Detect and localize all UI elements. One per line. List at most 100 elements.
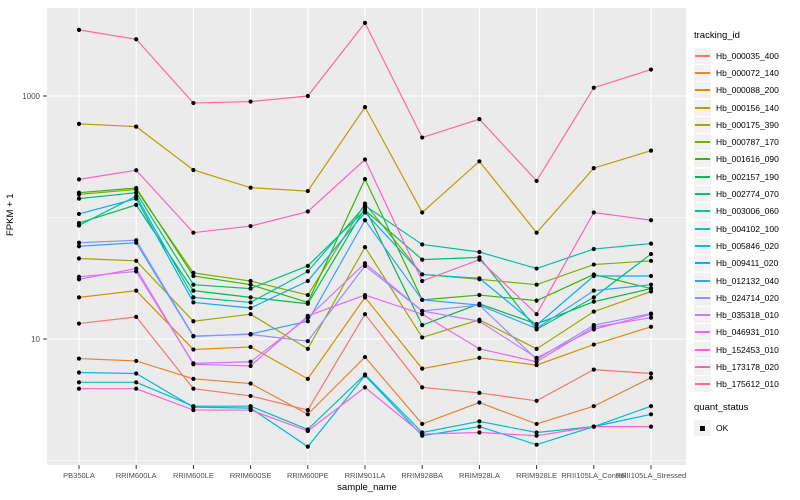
legend-item-label: Hb_002157_190	[716, 171, 779, 182]
data-point	[134, 314, 139, 320]
data-point	[248, 359, 253, 364]
legend-item: Hb_024714_020	[694, 289, 798, 306]
data-point	[362, 312, 368, 317]
data-point	[648, 289, 654, 294]
legend-key	[694, 307, 711, 324]
data-point	[477, 346, 482, 351]
data-point	[648, 286, 654, 291]
data-point	[305, 428, 310, 434]
data-point	[648, 258, 654, 263]
data-point	[648, 371, 654, 376]
y-axis-title: FPKM + 1	[5, 193, 16, 237]
data-point	[191, 270, 196, 275]
data-point	[591, 288, 596, 293]
legend-line-icon	[695, 314, 710, 317]
data-point	[305, 407, 310, 413]
data-point	[191, 407, 196, 413]
data-point	[477, 292, 482, 298]
legend-line-icon	[695, 365, 710, 368]
data-point	[648, 251, 654, 257]
data-point	[76, 177, 82, 182]
data-point	[76, 223, 82, 228]
data-point	[534, 421, 539, 427]
data-point	[648, 273, 654, 279]
data-point	[648, 218, 654, 223]
data-point	[248, 363, 253, 369]
data-point	[134, 380, 139, 385]
legend-item: Hb_003006_060	[694, 203, 798, 220]
legend-item: Hb_046931_010	[694, 324, 798, 341]
data-point	[305, 209, 310, 214]
data-point	[134, 258, 139, 263]
data-point	[76, 211, 82, 217]
data-point	[362, 105, 368, 110]
legend-items: Hb_000035_400 Hb_000072_140 Hb_000088_200 H…	[694, 47, 798, 393]
legend-item-label: Hb_000156_140	[716, 102, 779, 113]
legend-item: Hb_173178_020	[694, 358, 798, 375]
legend-key	[694, 289, 711, 306]
data-point	[191, 386, 196, 391]
data-point	[362, 245, 368, 250]
legend-item: Hb_009411_020	[694, 255, 798, 272]
legend-title-quant-status: quant_status	[694, 401, 749, 413]
data-point	[591, 295, 596, 300]
data-point	[134, 190, 139, 195]
data-point	[191, 362, 196, 367]
legend-key	[694, 134, 711, 151]
legend-item: Hb_000175_390	[694, 116, 798, 133]
data-point	[591, 424, 596, 429]
data-point	[76, 321, 82, 326]
data-point	[420, 272, 425, 277]
data-point	[191, 333, 196, 339]
data-point	[420, 312, 425, 317]
legend-item: Hb_000072_140	[694, 64, 798, 81]
legend-key	[694, 64, 711, 81]
data-point	[420, 323, 425, 328]
y-tick-label: 1000	[22, 92, 40, 101]
data-point	[648, 148, 654, 153]
legend-line-icon	[695, 210, 710, 213]
data-point	[534, 230, 539, 235]
legend-line-icon	[695, 141, 710, 144]
legend-item-label: Hb_002774_070	[716, 189, 779, 200]
legend-item: Hb_035318_010	[694, 306, 798, 324]
data-point	[534, 266, 539, 271]
data-point	[362, 157, 368, 162]
legend-item-label: Hb_024714_020	[716, 292, 779, 303]
x-tick-label: RRIM928LE	[516, 471, 557, 480]
data-point	[134, 168, 139, 173]
data-point	[248, 344, 253, 350]
plot-panel	[47, 8, 686, 465]
legend-line-icon	[695, 383, 710, 386]
legend-line-icon	[695, 331, 710, 334]
legend-line-icon	[695, 89, 710, 92]
data-point	[534, 326, 539, 331]
legend-key	[694, 341, 711, 358]
data-point	[248, 282, 253, 287]
data-point	[477, 303, 482, 308]
legend-item-label: Hb_152453_010	[716, 344, 779, 355]
legend-line-icon	[695, 296, 710, 299]
data-point	[191, 288, 196, 293]
x-tick-label: RRIM600SE	[230, 471, 272, 480]
data-point	[420, 421, 425, 427]
x-tick-label: RRIM600LE	[173, 471, 214, 480]
data-point	[134, 238, 139, 243]
x-tick-label: RRIM928LA	[459, 471, 500, 480]
data-point	[305, 292, 310, 298]
data-point	[305, 278, 310, 284]
data-point	[477, 419, 482, 424]
legend-item-label: Hb_175612_010	[716, 379, 779, 390]
legend-key	[694, 237, 711, 254]
data-point	[420, 335, 425, 340]
data-point	[191, 376, 196, 381]
legend-item-label: Hb_000787_170	[716, 137, 779, 148]
data-point	[76, 121, 82, 126]
legend-item-label: Hb_046931_010	[716, 327, 779, 338]
data-point	[362, 373, 368, 378]
legend-line-icon	[695, 193, 710, 196]
x-axis-title: sample_name	[337, 482, 397, 493]
legend-line-icon	[695, 262, 710, 265]
data-point	[477, 390, 482, 396]
data-point	[591, 210, 596, 215]
